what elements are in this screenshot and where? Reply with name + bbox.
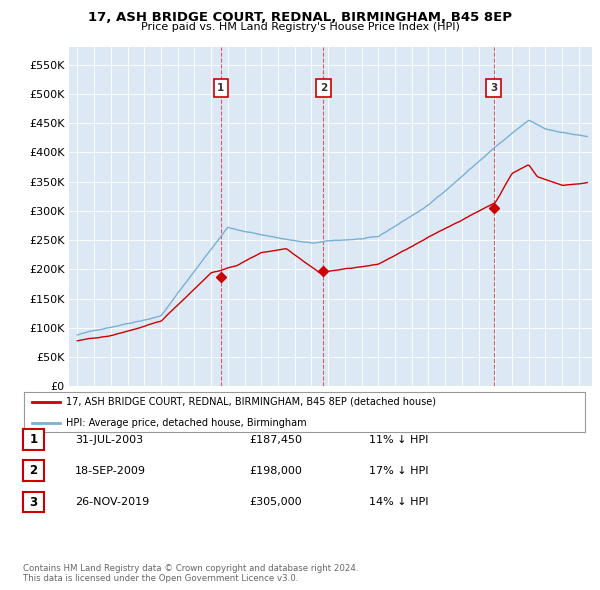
Text: 26-NOV-2019: 26-NOV-2019	[75, 497, 149, 507]
Text: £305,000: £305,000	[249, 497, 302, 507]
Text: 17, ASH BRIDGE COURT, REDNAL, BIRMINGHAM, B45 8EP (detached house): 17, ASH BRIDGE COURT, REDNAL, BIRMINGHAM…	[66, 397, 436, 407]
Text: 1: 1	[29, 433, 38, 446]
Text: 1: 1	[217, 83, 224, 93]
Text: 18-SEP-2009: 18-SEP-2009	[75, 466, 146, 476]
Text: £198,000: £198,000	[249, 466, 302, 476]
Text: 14% ↓ HPI: 14% ↓ HPI	[369, 497, 428, 507]
Text: 17% ↓ HPI: 17% ↓ HPI	[369, 466, 428, 476]
Text: Price paid vs. HM Land Registry's House Price Index (HPI): Price paid vs. HM Land Registry's House …	[140, 22, 460, 32]
Text: 11% ↓ HPI: 11% ↓ HPI	[369, 435, 428, 444]
Text: £187,450: £187,450	[249, 435, 302, 444]
Text: 2: 2	[320, 83, 327, 93]
Text: 3: 3	[29, 496, 38, 509]
Text: 2: 2	[29, 464, 38, 477]
Text: Contains HM Land Registry data © Crown copyright and database right 2024.
This d: Contains HM Land Registry data © Crown c…	[23, 563, 358, 583]
Text: HPI: Average price, detached house, Birmingham: HPI: Average price, detached house, Birm…	[66, 418, 307, 428]
Text: 3: 3	[490, 83, 497, 93]
Text: 17, ASH BRIDGE COURT, REDNAL, BIRMINGHAM, B45 8EP: 17, ASH BRIDGE COURT, REDNAL, BIRMINGHAM…	[88, 11, 512, 24]
Text: 31-JUL-2003: 31-JUL-2003	[75, 435, 143, 444]
